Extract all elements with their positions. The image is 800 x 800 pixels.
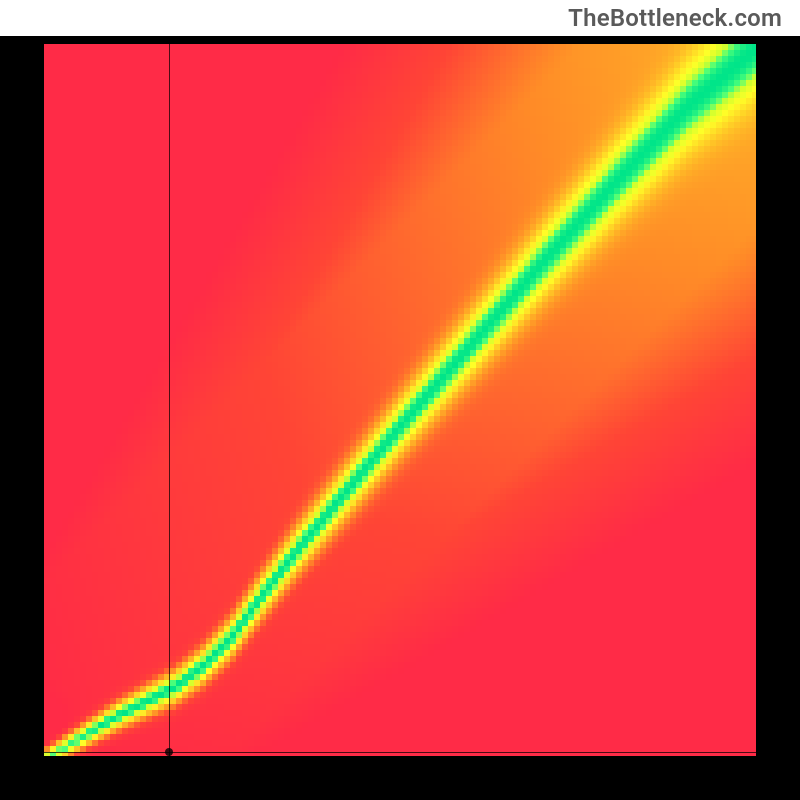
plot-frame <box>0 36 800 800</box>
plot-area <box>44 44 756 756</box>
watermark-text: TheBottleneck.com <box>568 4 782 32</box>
crosshair-horizontal <box>44 752 756 753</box>
heatmap-canvas <box>44 44 756 756</box>
crosshair-vertical <box>169 44 170 756</box>
